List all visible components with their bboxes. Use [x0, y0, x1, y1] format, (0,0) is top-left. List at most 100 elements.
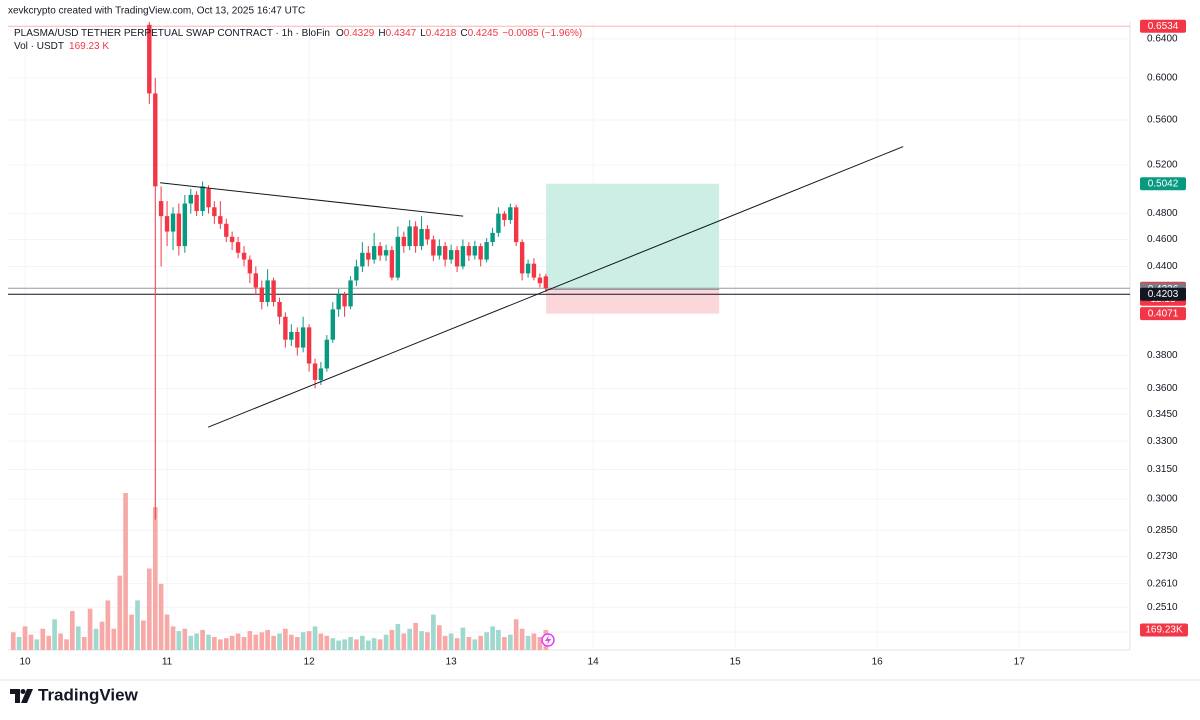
volume-bar [401, 633, 407, 650]
candle-body [425, 228, 430, 240]
candle-body [265, 280, 270, 302]
symbol-legend: PLASMA/USD TETHER PERPETUAL SWAP CONTRAC… [14, 28, 582, 39]
x-tick-label: 11 [162, 657, 173, 668]
candle-body [431, 239, 436, 256]
volume-bar [348, 637, 353, 650]
volume-bar [437, 625, 442, 650]
volume-bar [52, 619, 57, 650]
volume-bar [229, 635, 235, 650]
volume-bar [235, 633, 241, 650]
candle-body [490, 232, 495, 243]
candle-body [377, 246, 383, 256]
ohlc-value: 0.4347 [386, 28, 417, 39]
volume-bar [182, 628, 188, 650]
candle-body [306, 327, 312, 364]
volume-bar [395, 624, 401, 650]
candle-body [212, 207, 217, 217]
volume-bar [383, 634, 389, 650]
price-tag-label: 0.4203 [1148, 289, 1179, 300]
volume-bar [371, 638, 377, 650]
x-tick-label: 10 [19, 657, 31, 668]
price-tag [1140, 177, 1186, 191]
volume-tag-label: 169.23K [1145, 625, 1183, 636]
price-tag-label: 0.5042 [1148, 178, 1179, 189]
y-tick-label: 0.5600 [1147, 115, 1178, 126]
volume-bar [425, 632, 430, 650]
volume-bar [519, 628, 525, 650]
volume-bar [22, 626, 28, 650]
volume-bar [200, 629, 205, 650]
x-tick-label: 16 [872, 657, 884, 668]
candle-body [537, 277, 543, 284]
trendline [207, 146, 904, 428]
y-tick-label: 0.2510 [1147, 602, 1178, 613]
volume-bar [460, 627, 466, 650]
volume-bar [377, 639, 383, 650]
volume-bar [525, 635, 531, 650]
candle-body [295, 331, 300, 348]
volume-bar [176, 631, 182, 650]
candle-body [531, 263, 537, 278]
volume-bar [75, 626, 81, 650]
candle-body [188, 194, 193, 204]
volume-bar [324, 635, 330, 650]
y-tick-label: 0.3600 [1147, 383, 1178, 394]
volume-bar [241, 637, 247, 650]
y-tick-label: 0.3450 [1147, 409, 1178, 420]
volume-bar [58, 633, 63, 650]
ohlc-value: 0.4245 [468, 28, 499, 39]
candle-body [466, 246, 472, 256]
candle-body [283, 316, 288, 340]
candle-body [253, 273, 259, 288]
volume-bar [508, 634, 513, 650]
profit-zone [546, 183, 720, 290]
candle-body [235, 242, 241, 253]
ohlc-value: 0.4329 [344, 28, 375, 39]
volume-bar [93, 628, 99, 650]
ohlc-label: H [378, 28, 385, 39]
candle-body [330, 309, 336, 340]
candle-body [241, 252, 247, 260]
y-tick-label: 0.5200 [1147, 160, 1178, 171]
volume-bar [478, 635, 483, 650]
volume-bar [466, 637, 472, 650]
volume-bar [431, 614, 436, 650]
volume-bar [105, 600, 111, 650]
volume-bar [442, 635, 448, 650]
candle-body [336, 294, 341, 310]
y-tick-label: 0.6400 [1147, 33, 1178, 44]
axes: 0.6400 0.6000 0.5600 0.5200 0.4800 0.4600 0.44… [19, 19, 1188, 668]
volume-bar [513, 619, 519, 650]
volume-bar [472, 639, 478, 650]
volume-bar [99, 621, 105, 650]
volume-bar [484, 632, 489, 650]
volume-name: Vol · USDT [14, 41, 64, 52]
y-tick-label: 0.4600 [1147, 234, 1178, 245]
candle-body [348, 280, 353, 307]
volume-bar [253, 634, 259, 650]
candle-body [484, 242, 489, 260]
volume-bar [490, 626, 495, 650]
y-tick-label: 0.2610 [1147, 578, 1178, 589]
candle-body [312, 363, 318, 380]
candle-body [218, 216, 223, 224]
candle-body [318, 368, 324, 380]
candle-body [371, 246, 377, 260]
volume-bar [413, 622, 418, 650]
candle-body [153, 93, 158, 187]
candle-body [271, 280, 276, 302]
candle-body [224, 223, 229, 237]
price-tag-label: 0.6534 [1148, 21, 1179, 32]
y-tick-label: 0.3150 [1147, 464, 1178, 475]
brand-logo: TradingView [10, 685, 139, 704]
volume-value: 169.23 K [69, 41, 109, 52]
volume-tag [1140, 623, 1188, 637]
volume-bar [277, 633, 282, 650]
candle-body [158, 201, 164, 217]
candle-body [508, 207, 513, 220]
volume-bar [146, 568, 152, 650]
volume-bar [141, 620, 146, 650]
volume-legend: Vol · USDT 169.23 K [14, 41, 109, 52]
